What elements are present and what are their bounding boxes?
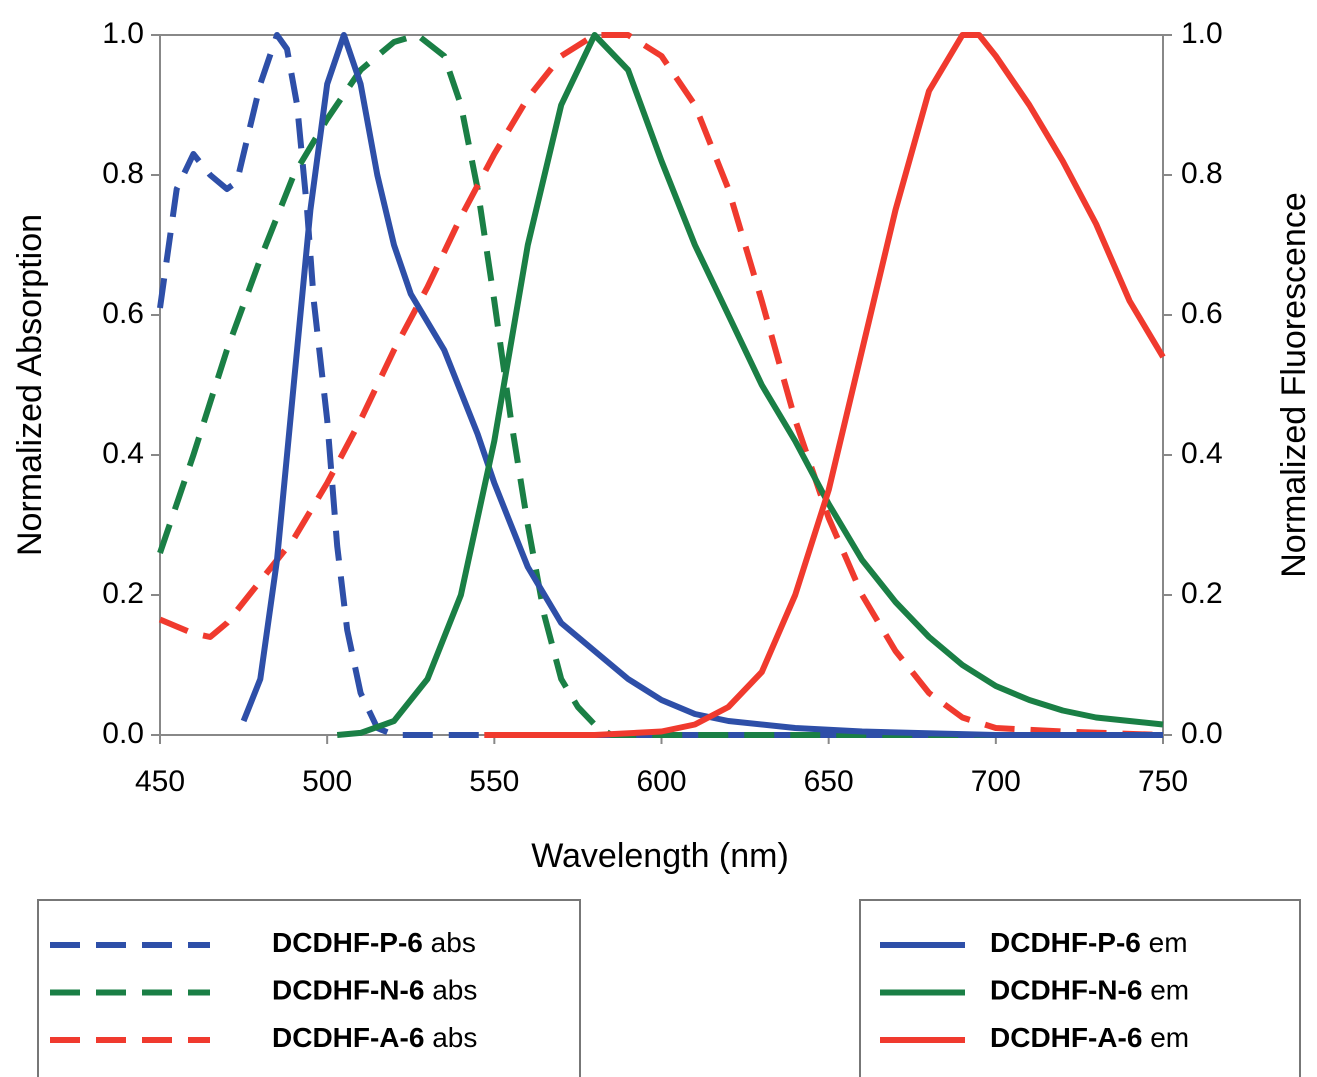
x-tick-label: 700 <box>971 765 1021 798</box>
y-tick-label: 0.2 <box>102 577 144 610</box>
series-line <box>240 32 1163 738</box>
y2-tick-label: 0.2 <box>1181 577 1223 610</box>
y-tick-label: 1.0 <box>102 17 144 50</box>
x-tick-label: 450 <box>135 765 185 798</box>
y-axis-title: Normalized Absorption <box>11 214 49 556</box>
y2-tick-label: 0.8 <box>1181 157 1223 190</box>
legend-label: DCDHF-A-6 abs <box>272 1022 477 1053</box>
y-tick-label: 0.4 <box>102 437 144 470</box>
series-line <box>158 32 1164 738</box>
x-tick-label: 650 <box>804 765 854 798</box>
y2-tick-label: 0.0 <box>1181 717 1223 750</box>
y2-tick-label: 0.4 <box>1181 437 1223 470</box>
series-line <box>336 32 1164 738</box>
x-tick-label: 500 <box>302 765 352 798</box>
x-tick-label: 750 <box>1138 765 1188 798</box>
x-tick-label: 550 <box>469 765 519 798</box>
series-line <box>157 32 1163 738</box>
plot-frame <box>159 34 1164 736</box>
series-line <box>157 32 1163 738</box>
x-tick-label: 600 <box>636 765 686 798</box>
legend-label: DCDHF-N-6 abs <box>272 975 477 1006</box>
x-axis-title: Wavelength (nm) <box>531 837 789 875</box>
y2-tick-label: 0.6 <box>1181 297 1223 330</box>
legend-label: DCDHF-P-6 em <box>990 927 1188 958</box>
legend-label: DCDHF-A-6 em <box>990 1022 1189 1053</box>
legend-box <box>859 899 1301 1077</box>
legend-box <box>37 899 581 1077</box>
legend-label: DCDHF-P-6 abs <box>272 927 476 958</box>
y-tick-label: 0.0 <box>102 717 144 750</box>
y2-axis-title: Normalized Fluorescence <box>1275 192 1313 578</box>
y-tick-label: 0.8 <box>102 157 144 190</box>
y2-tick-label: 1.0 <box>1181 17 1223 50</box>
legend-label: DCDHF-N-6 em <box>990 975 1189 1006</box>
y-tick-label: 0.6 <box>102 297 144 330</box>
series-line <box>484 32 1166 738</box>
